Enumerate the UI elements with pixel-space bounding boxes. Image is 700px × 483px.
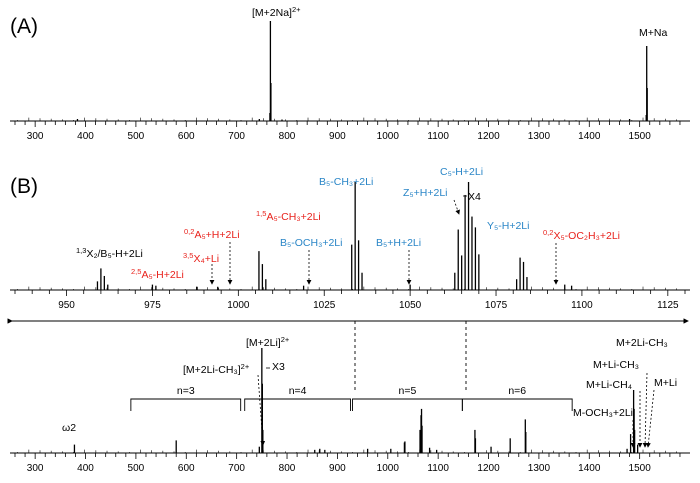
label-b5-h: B₅+H+2Li — [376, 237, 421, 249]
label-m-li-ch3: M+Li-CH₃ — [593, 359, 639, 371]
series-bracket — [244, 398, 351, 411]
x-tick-label: 1125 — [657, 300, 679, 311]
x-tick-label: 1400 — [578, 463, 601, 474]
label-y5: Y₅-H+2Li — [487, 220, 529, 232]
x-tick-label: 300 — [27, 131, 44, 142]
zoom-peaks — [17, 182, 677, 290]
label-13x2: 1,3X₂/B₅-H+2Li — [76, 246, 143, 260]
label-m-2na: [M+2Na]2+ — [252, 5, 301, 19]
label-x3: X3 — [272, 361, 285, 373]
series-bracket-label: n=4 — [289, 385, 307, 397]
label-z5: Z₅+H+2Li — [403, 187, 448, 199]
panel-b-axis: 300 400 500 600 700 800 900 1000 1100 1200 1300 140… — [10, 452, 690, 474]
series-bracket-label: n=3 — [177, 385, 195, 397]
x-tick-label: 1300 — [528, 131, 551, 142]
x-tick-label: 600 — [178, 463, 195, 474]
x-tick-label: 600 — [178, 131, 195, 142]
label-m-och3-2li: M-OCH₃+2Li — [573, 407, 633, 419]
x-tick-label: 700 — [228, 463, 245, 474]
label-m-li-ch4: M+Li-CH₄ — [586, 379, 632, 391]
x-tick-label: 950 — [58, 300, 75, 311]
label-omega2: ω2 — [62, 422, 76, 434]
series-bracket — [352, 398, 463, 411]
panel-label-a: (A) — [10, 15, 38, 38]
x-tick-label: 1400 — [578, 131, 601, 142]
x-tick-label: 500 — [128, 131, 145, 142]
zoom-pointer-arrows — [209, 195, 559, 285]
x-tick-label: 1200 — [477, 463, 500, 474]
label-02a5: 0,2A₅+H+2Li — [184, 227, 240, 241]
x-tick-label: 1075 — [485, 300, 508, 311]
panel-b-pointer-arrows — [257, 367, 655, 448]
x-tick-label: 1100 — [571, 300, 593, 311]
x-tick-label: 975 — [144, 300, 161, 311]
panel-a-axis: 300 400 500 600 700 800 900 1000 1100 1200 1300 140… — [10, 120, 690, 142]
series-bracket-label: n=6 — [508, 385, 526, 397]
panel-b-annotations: ω2 [M+2Li-CH₃]2+ [M+2Li]2+ X3 M+2Li-CH₃ … — [62, 335, 677, 434]
zoom-axis: 950 975 1000 1025 1050 1075 1100 1125 — [10, 289, 690, 311]
series-bracket — [461, 398, 573, 411]
label-b5-och3: B₅-OCH₃+2Li — [280, 237, 342, 249]
label-c5: C₅-H+2Li — [440, 166, 483, 178]
label-02x5: 0,2X₅-OC₂H₃+2Li — [543, 228, 620, 242]
x-tick-label: 1100 — [427, 131, 449, 142]
x-tick-label: 900 — [329, 131, 346, 142]
label-x4: X4 — [468, 191, 481, 203]
zoom-annotations: 1,3X₂/B₅-H+2Li 2,5A₅-H+2Li 3,5X₄+Li 0,2A… — [76, 166, 620, 281]
zoom-connector — [7, 318, 689, 390]
series-brackets: n=3 n=4 n=5 n=6 — [130, 385, 573, 411]
label-m-na: M+Na — [639, 27, 667, 39]
x-tick-label: 700 — [228, 131, 245, 142]
x-tick-label: 400 — [77, 131, 94, 142]
x-tick-label: 1500 — [629, 463, 652, 474]
label-m-2li-2plus: [M+2Li]2+ — [246, 335, 290, 349]
series-bracket — [130, 398, 242, 411]
x-tick-label: 1200 — [477, 131, 500, 142]
x-tick-label: 1300 — [528, 463, 551, 474]
label-b5-ch3: B₅-CH₃+2Li — [319, 176, 373, 188]
label-m-2li-ch3-2plus: [M+2Li-CH₃]2+ — [183, 362, 250, 376]
label-25a5: 2,5A₅-H+2Li — [131, 267, 184, 281]
x-tick-label: 800 — [279, 463, 296, 474]
panel-label-b: (B) — [10, 175, 38, 198]
panel-b-peaks — [17, 348, 677, 453]
x-tick-label: 1050 — [399, 300, 422, 311]
label-m-2li-ch3: M+2Li-CH₃ — [616, 337, 668, 349]
label-35x4: 3,5X₄+Li — [183, 251, 219, 265]
x-tick-label: 400 — [77, 463, 94, 474]
x-tick-label: 1100 — [427, 463, 449, 474]
x-tick-label: 300 — [27, 463, 44, 474]
label-m-li: M+Li — [654, 377, 677, 389]
series-bracket-label: n=5 — [399, 385, 417, 397]
label-15a5: 1,5A₅-CH₃+2Li — [256, 209, 321, 223]
x-tick-label: 1025 — [313, 300, 336, 311]
panel-a-peaks — [17, 21, 677, 121]
x-tick-label: 800 — [279, 131, 296, 142]
x-tick-label: 1000 — [377, 131, 400, 142]
x-tick-label: 1500 — [629, 131, 652, 142]
x-tick-label: 1000 — [377, 463, 400, 474]
x-tick-label: 1000 — [227, 300, 250, 311]
x-tick-label: 500 — [128, 463, 145, 474]
x-tick-label: 900 — [329, 463, 346, 474]
